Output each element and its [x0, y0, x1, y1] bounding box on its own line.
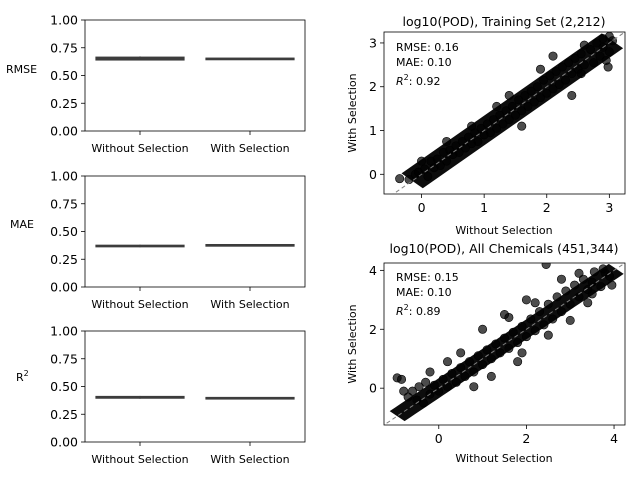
mae-marks: 0.00 0.25 0.50 0.75 1.00 Without Selection Wit…: [50, 169, 295, 311]
scatter-point: [556, 274, 566, 284]
scatter-point: [421, 377, 431, 387]
x-tick-label: Without Selection: [91, 142, 188, 155]
all-chemicals-ylabel: With Selection: [346, 304, 359, 383]
scatter-point: [504, 312, 514, 322]
scatter-point: [530, 298, 540, 308]
y-tick-label: 2: [369, 322, 377, 337]
y-tick-label: 0.25: [50, 96, 78, 111]
x-tick-label: With Selection: [210, 142, 289, 155]
y-tick-label: 1.00: [50, 169, 78, 184]
y-tick-label: 0.75: [50, 196, 78, 211]
scatter-point: [567, 90, 577, 100]
scatter-point: [541, 263, 551, 269]
training-scatter-frame: [383, 31, 626, 195]
scatter-point: [517, 348, 527, 358]
y-tick-label: 1.00: [50, 324, 78, 339]
y-tick-label: 1: [369, 123, 377, 138]
y-tick-label: 0.50: [50, 379, 78, 394]
all-chemicals-stat-r2: R2: 0.89: [396, 303, 440, 318]
y-tick-label: 0: [369, 381, 377, 396]
all-chemicals-stat-mae: MAE: 0.10: [396, 286, 452, 299]
all-chemicals-scatter-panel: log10(POD), All Chemicals (451,344) 0 2 40…: [346, 241, 626, 465]
scatter-point: [469, 382, 479, 392]
scatter-point: [521, 295, 531, 305]
y-tick-label: 0.50: [50, 68, 78, 83]
training-stat-r2: R2: 0.92: [396, 73, 440, 88]
scatter-point: [574, 268, 584, 278]
x-tick-label: 3: [605, 200, 613, 215]
x-tick-label: 2: [522, 431, 530, 446]
r2-marks: 0.00 0.25 0.50 0.75 1.00 Without Selection Wit…: [50, 324, 295, 466]
scatter-cloud: [389, 263, 624, 422]
all-chemicals-stat-rmse: RMSE: 0.15: [396, 271, 459, 284]
r2-box-panel: R2 0.00 0.25 0.50 0.75 1.00 Without Selection…: [16, 324, 306, 466]
training-scatter-title: log10(POD), Training Set (2,212): [403, 14, 606, 29]
training-stat-mae: MAE: 0.10: [396, 56, 452, 69]
x-tick-label: Without Selection: [91, 298, 188, 311]
x-tick-label: 0: [418, 200, 426, 215]
x-tick-label: 0: [435, 431, 443, 446]
x-tick-label: With Selection: [210, 453, 289, 466]
scatter-point: [456, 348, 466, 358]
training-ylabel: With Selection: [346, 73, 359, 152]
scatter-point: [425, 367, 435, 377]
mae-plot-frame: [84, 175, 306, 288]
rmse-plot-frame: [84, 19, 306, 132]
y-tick-label: 0.25: [50, 407, 78, 422]
rmse-ylabel: RMSE: [6, 63, 37, 76]
plot-area: [384, 263, 625, 425]
scatter-point: [486, 371, 496, 381]
x-tick-label: Without Selection: [91, 453, 188, 466]
training-scatter-marks: 0 1 2 3 0 1 2 3: [369, 32, 625, 215]
training-scatter-panel: log10(POD), Training Set (2,212) 0 1 2 3 0 1 2…: [346, 14, 626, 237]
x-tick-label: 1: [480, 200, 488, 215]
y-tick-label: 0.00: [50, 124, 78, 139]
scatter-point: [395, 174, 405, 184]
scatter-point: [414, 382, 424, 392]
scatter-point: [443, 357, 453, 367]
y-tick-label: 0.25: [50, 252, 78, 267]
x-tick-label: 2: [543, 200, 551, 215]
scatter-point: [583, 298, 593, 308]
all-chemicals-xlabel: Without Selection: [455, 452, 552, 465]
y-tick-label: 0.75: [50, 351, 78, 366]
y-tick-label: 0.00: [50, 280, 78, 295]
scatter-point: [397, 374, 407, 384]
all-chemicals-scatter-marks: 0 2 4 0 2 4: [369, 263, 625, 446]
mae-box-panel: MAE 0.00 0.25 0.50 0.75 1.00 Without Selectio…: [10, 169, 306, 311]
training-xlabel: Without Selection: [455, 224, 552, 237]
y-tick-label: 0.50: [50, 224, 78, 239]
y-tick-label: 3: [369, 35, 377, 50]
y-tick-label: 0: [369, 167, 377, 182]
r2-ylabel: R2: [16, 369, 29, 384]
scatter-point: [565, 315, 575, 325]
scatter-point: [548, 51, 558, 61]
identity-line: [384, 263, 625, 425]
scatter-point: [478, 324, 488, 334]
y-tick-label: 1.00: [50, 13, 78, 28]
scatter-point: [603, 62, 613, 72]
training-stat-rmse: RMSE: 0.16: [396, 41, 459, 54]
rmse-marks: 0.00 0.25 0.50 0.75 1.00 Without Selection Wit…: [50, 13, 295, 155]
scatter-point: [513, 357, 523, 367]
y-tick-label: 2: [369, 79, 377, 94]
x-tick-label: With Selection: [210, 298, 289, 311]
mae-ylabel: MAE: [10, 218, 34, 231]
y-tick-label: 0.00: [50, 435, 78, 450]
all-chemicals-scatter-title: log10(POD), All Chemicals (451,344): [389, 241, 618, 256]
rmse-box-panel: RMSE 0.00 0.25 0.50 0.75 1.00 Without Selecti…: [6, 13, 306, 155]
scatter-point: [517, 121, 527, 131]
x-tick-label: 4: [610, 431, 618, 446]
r2-plot-frame: [84, 330, 306, 443]
scatter-point: [407, 386, 417, 396]
plot-area: [392, 32, 625, 194]
scatter-point: [543, 330, 553, 340]
y-tick-label: 4: [369, 263, 377, 278]
all-chemicals-scatter-frame: [383, 262, 626, 426]
y-tick-label: 0.75: [50, 40, 78, 55]
scatter-point: [535, 64, 545, 74]
